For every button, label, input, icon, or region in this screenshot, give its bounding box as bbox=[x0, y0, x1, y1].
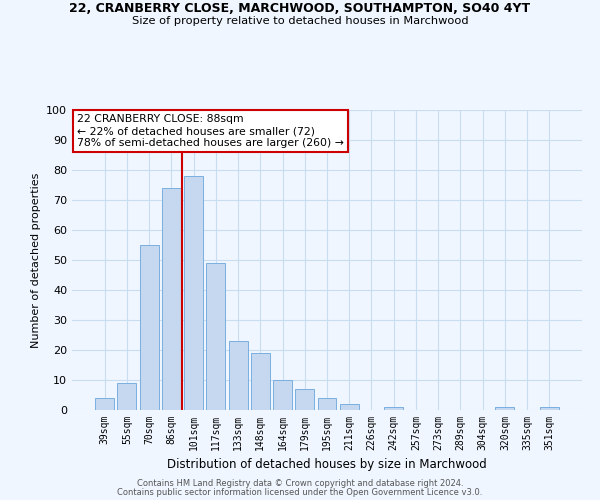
Bar bbox=[184, 176, 203, 410]
Bar bbox=[140, 245, 158, 410]
X-axis label: Distribution of detached houses by size in Marchwood: Distribution of detached houses by size … bbox=[167, 458, 487, 471]
Bar bbox=[95, 398, 114, 410]
Bar bbox=[273, 380, 292, 410]
Bar bbox=[162, 188, 181, 410]
Text: 22, CRANBERRY CLOSE, MARCHWOOD, SOUTHAMPTON, SO40 4YT: 22, CRANBERRY CLOSE, MARCHWOOD, SOUTHAMP… bbox=[70, 2, 530, 16]
Text: Contains HM Land Registry data © Crown copyright and database right 2024.: Contains HM Land Registry data © Crown c… bbox=[137, 478, 463, 488]
Bar bbox=[496, 407, 514, 410]
Bar bbox=[206, 263, 225, 410]
Text: 22 CRANBERRY CLOSE: 88sqm
← 22% of detached houses are smaller (72)
78% of semi-: 22 CRANBERRY CLOSE: 88sqm ← 22% of detac… bbox=[77, 114, 344, 148]
Bar bbox=[251, 353, 270, 410]
Text: Size of property relative to detached houses in Marchwood: Size of property relative to detached ho… bbox=[131, 16, 469, 26]
Bar bbox=[340, 404, 359, 410]
Y-axis label: Number of detached properties: Number of detached properties bbox=[31, 172, 41, 348]
Bar bbox=[229, 341, 248, 410]
Bar bbox=[295, 389, 314, 410]
Bar bbox=[118, 383, 136, 410]
Bar bbox=[540, 407, 559, 410]
Text: Contains public sector information licensed under the Open Government Licence v3: Contains public sector information licen… bbox=[118, 488, 482, 497]
Bar bbox=[384, 407, 403, 410]
Bar bbox=[317, 398, 337, 410]
